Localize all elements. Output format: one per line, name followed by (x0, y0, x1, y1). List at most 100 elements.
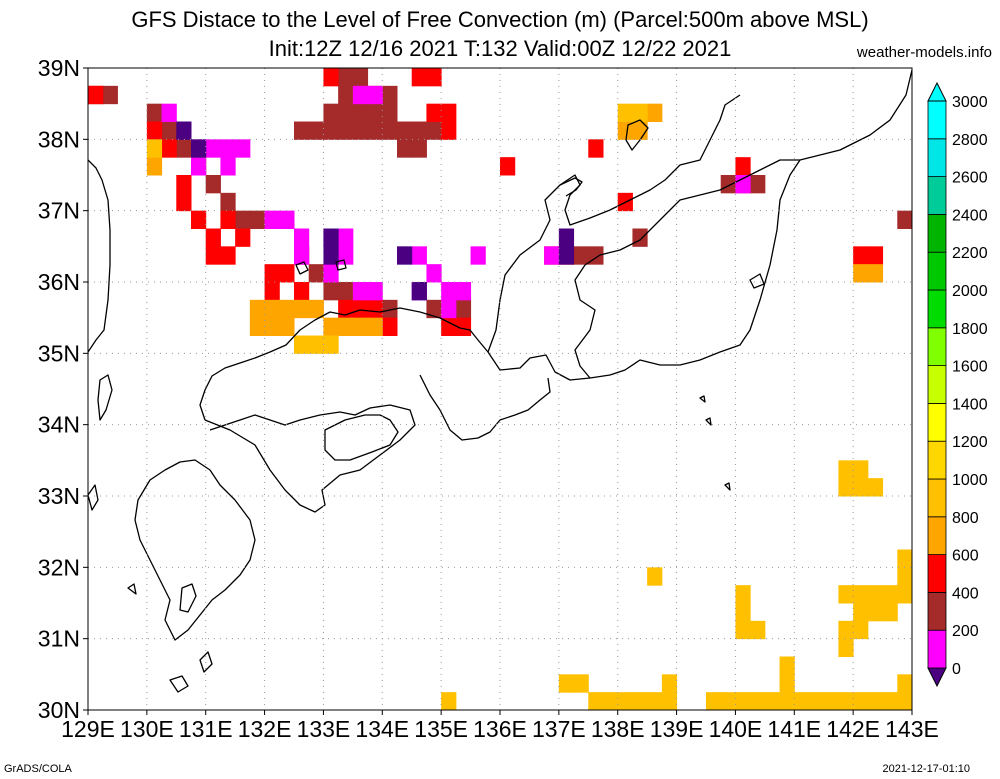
field-cell-800 (264, 317, 280, 336)
colorbar-swatch (927, 440, 947, 480)
field-cell-600 (220, 246, 236, 265)
field-cell-800 (249, 299, 266, 319)
footer-software: GrADS/COLA (4, 763, 72, 775)
field-cell-400 (411, 139, 427, 158)
lon-tick-label: 130E (120, 716, 174, 742)
source-credit: weather-models.info (856, 44, 992, 61)
field-cell-1000 (853, 603, 869, 622)
colorbar: 0 200 400 600 800 1000 1200 1400 1600 1800 2000 220… (927, 81, 988, 688)
field-cell-200 (470, 246, 486, 265)
field-cell-800 (279, 299, 295, 319)
field-cell-1000 (647, 567, 663, 586)
field-cell-200 (220, 157, 236, 176)
longitude-labels: 129E 130E 131E 132E 133E 134E 135E 136E 137E 138E… (61, 710, 939, 742)
field-cell-400 (294, 121, 310, 140)
field-cell-600 (441, 317, 457, 336)
field-cell-600 (264, 282, 280, 301)
field-cell-1000 (661, 674, 678, 693)
field-cell-1000 (912, 550, 927, 568)
colorbar-label: 2400 (952, 207, 988, 224)
field-cell-600 (264, 264, 280, 283)
field-cell-1000 (617, 692, 633, 710)
colorbar-swatch (927, 251, 947, 291)
field-cell-400 (897, 210, 912, 229)
field-cell-800 (647, 103, 663, 122)
field-cell-600 (205, 246, 221, 265)
field-cell-1000 (750, 692, 766, 710)
field-cell-600 (441, 103, 457, 122)
colorbar-swatch (927, 365, 947, 404)
field-cell-400 (426, 299, 442, 319)
field-cell-1000 (647, 692, 663, 710)
colorbar-swatch (927, 402, 947, 442)
field-cell-400 (323, 121, 339, 140)
field-cell-1000 (779, 674, 795, 693)
field-cell-200 (191, 157, 207, 176)
field-cell-1000 (588, 692, 604, 710)
colorbar-label: 400 (952, 585, 979, 602)
field-cell-200 (294, 228, 310, 247)
lat-tick-label: 36N (38, 269, 80, 295)
field-cell-0 (411, 282, 427, 301)
field-cell-800 (323, 317, 339, 336)
colorbar-swatch (927, 327, 947, 366)
field-cell-1000 (853, 585, 869, 604)
colorbar-label: 1000 (952, 472, 988, 489)
field-cell-400 (397, 139, 413, 158)
field-cell-200 (411, 246, 427, 265)
lon-tick-label: 132E (238, 716, 292, 742)
colorbar-label: 2600 (952, 170, 988, 187)
field-cell-1000 (838, 585, 854, 604)
field-cell-1000 (867, 585, 884, 604)
colorbar-label: 600 (952, 548, 979, 565)
lat-tick-label: 39N (38, 55, 80, 81)
field-cell-200 (205, 139, 221, 158)
field-cell-1000 (912, 692, 927, 710)
field-cell-400 (308, 121, 324, 140)
field-cell-1000 (838, 638, 854, 657)
field-cell-400 (308, 264, 324, 283)
field-cell-600 (735, 157, 751, 176)
field-cell-0 (176, 121, 192, 140)
field-cell-1000 (764, 692, 781, 710)
field-cell-400 (382, 103, 398, 122)
field-cell-400 (411, 121, 427, 140)
field-cell-1000 (912, 603, 927, 621)
colorbar-label: 2800 (952, 132, 988, 149)
field-cell-1000 (573, 674, 589, 693)
field-cell-400 (205, 175, 221, 194)
colorbar-min-arrow (927, 667, 947, 688)
field-cell-600 (205, 228, 221, 247)
field-cell-200 (352, 85, 369, 105)
field-cell-600 (88, 85, 104, 105)
field-cell-1000 (323, 335, 339, 354)
lat-tick-label: 30N (38, 697, 80, 723)
field-cell-800 (279, 317, 295, 336)
field-cell-600 (441, 121, 457, 140)
field-cell-200 (338, 246, 354, 265)
lon-tick-label: 141E (767, 716, 821, 742)
lon-tick-label: 140E (709, 716, 763, 742)
field-cell-1000 (603, 692, 619, 710)
field-cell-1000 (294, 335, 310, 354)
field-cell-600 (352, 299, 369, 319)
field-cell-1000 (882, 603, 898, 622)
field-cell-600 (161, 139, 177, 158)
lat-tick-label: 35N (38, 340, 80, 366)
field-cell-400 (338, 103, 354, 122)
field-cell-400 (382, 121, 398, 140)
lon-tick-label: 134E (355, 716, 409, 742)
field-cell-1000 (632, 103, 648, 122)
field-cell-1000 (779, 656, 795, 675)
field-cell-1000 (779, 692, 795, 710)
field-cell-600 (176, 192, 192, 212)
field-cell-200 (279, 210, 295, 229)
field-cell-800 (867, 264, 884, 283)
lon-tick-label: 135E (414, 716, 468, 742)
field-cell-600 (500, 157, 516, 176)
field-cell-600 (146, 121, 163, 140)
field-cell-1000 (838, 460, 854, 479)
field-cell-1000 (809, 692, 825, 710)
field-cell-1000 (897, 585, 912, 604)
